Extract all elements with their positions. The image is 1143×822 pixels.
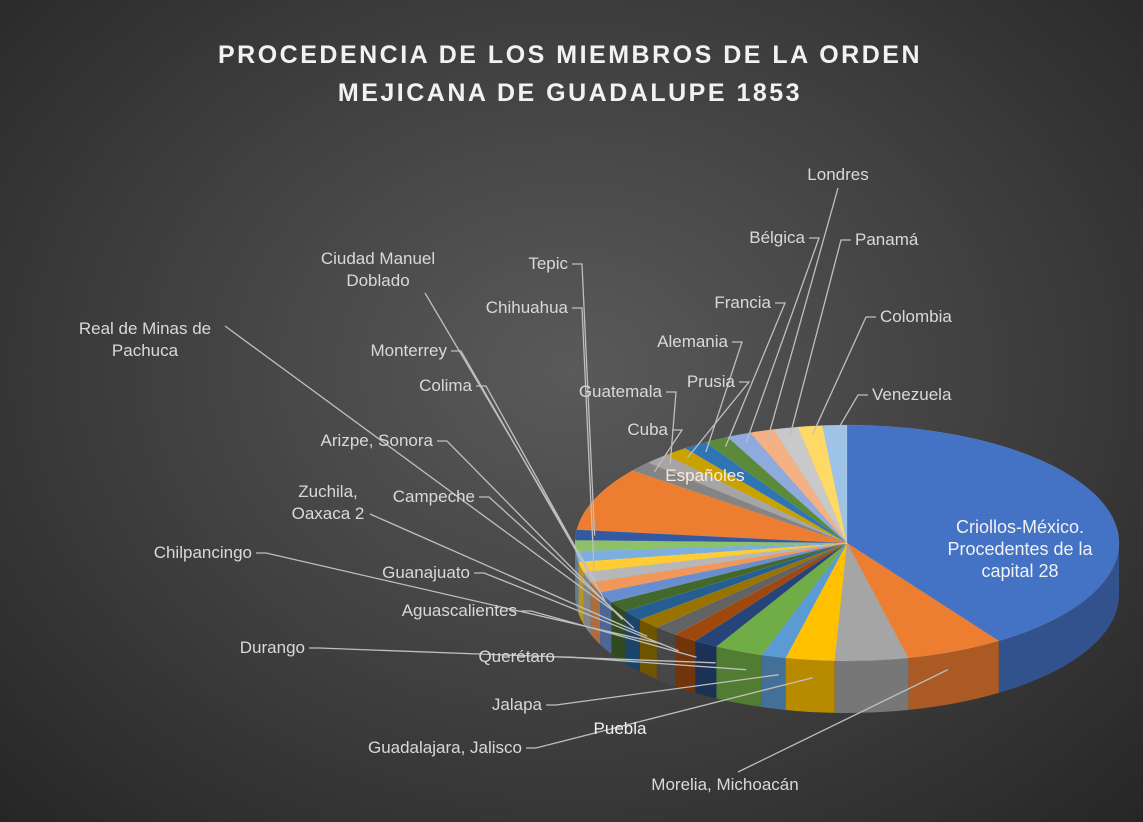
slice-side: [998, 543, 1119, 693]
slice: [684, 441, 848, 544]
leader-line: [572, 263, 596, 536]
leader-line: [437, 440, 623, 620]
leader-line: [745, 237, 820, 443]
chart-title: PROCEDENCIA DE LOS MIEMBROS DE LA ORDEN …: [217, 41, 923, 107]
slice: [624, 542, 848, 620]
data-label: Españoles: [665, 466, 745, 485]
slice: [574, 529, 848, 544]
slice-side: [695, 640, 717, 699]
data-label: Criollos-México. Procedentes de la capit…: [947, 517, 1093, 581]
slice: [715, 542, 848, 656]
slice-side: [656, 627, 676, 687]
leader-line: [224, 325, 614, 611]
data-label: Cuba: [627, 420, 668, 439]
slice-side: [716, 646, 762, 708]
slice-side: [624, 611, 640, 672]
slice: [694, 542, 848, 647]
leader-line: [834, 394, 868, 434]
slice: [785, 542, 848, 662]
data-label: Venezuela: [872, 385, 952, 404]
data-label: Puebla: [593, 719, 647, 738]
slice: [578, 542, 848, 573]
slice-side: [834, 658, 909, 713]
data-label: Arizpe, Sonora: [320, 431, 433, 450]
data-label: Alemania: [657, 332, 728, 351]
slice-side: [785, 658, 835, 713]
data-label: Guadalajara, Jalisco: [367, 738, 522, 757]
slice: [674, 542, 848, 642]
data-label: Tepic: [528, 254, 568, 273]
data-label: Francia: [714, 293, 771, 312]
leader-line: [686, 381, 751, 459]
leader-line: [572, 307, 595, 572]
data-label: Londres: [807, 165, 869, 184]
slice: [583, 542, 848, 583]
data-label: Campeche: [392, 487, 475, 506]
data-label: Jalapa: [491, 695, 542, 714]
leader-line: [479, 496, 635, 629]
data-label: Prusia: [686, 372, 735, 391]
data-label: Colombia: [880, 307, 952, 326]
slice: [834, 542, 909, 662]
data-label: Guanajuato: [382, 563, 470, 582]
leader-line: [812, 316, 876, 435]
leader-line: [737, 669, 949, 773]
leader-line: [424, 292, 597, 582]
slice-side: [578, 561, 584, 625]
data-label: Real de Minas de Pachuca: [78, 319, 212, 360]
leader-line: [309, 647, 716, 664]
slice: [639, 542, 848, 628]
leader-line: [666, 391, 677, 465]
data-label: Chilpancingo: [153, 543, 252, 562]
data-label: Zuchila, Oaxaca 2: [291, 482, 365, 523]
leader-line: [521, 610, 697, 658]
slice: [846, 542, 1000, 659]
slice-side: [675, 634, 696, 693]
slice-side: [908, 640, 999, 710]
data-label: Monterrey: [370, 341, 447, 360]
data-label: Colima: [419, 376, 472, 395]
leader-line: [451, 350, 600, 592]
slice: [797, 425, 848, 544]
leader-line: [653, 429, 684, 473]
slice-side: [761, 655, 786, 710]
slice: [821, 424, 848, 544]
slice-side: [574, 543, 576, 604]
leader-line: [256, 552, 663, 645]
leader-line: [767, 187, 839, 439]
data-label: Querétaro: [478, 647, 555, 666]
slice: [773, 426, 848, 544]
slice: [705, 436, 848, 544]
slice: [631, 462, 848, 544]
slice: [576, 470, 848, 544]
leader-line: [369, 513, 648, 637]
slice: [656, 542, 848, 635]
leader-line: [705, 341, 743, 453]
data-label: Guatemala: [578, 382, 662, 401]
data-label: Aguascalientes: [401, 601, 517, 620]
slice-side: [639, 619, 657, 680]
data-label: Morelia, Michoacán: [651, 775, 799, 794]
slice: [761, 542, 848, 659]
data-label: Durango: [239, 638, 305, 657]
slice-side: [575, 551, 579, 614]
leader-line: [546, 674, 779, 706]
data-label: Ciudad Manuel Doblado: [320, 249, 436, 290]
leader-line: [474, 572, 679, 652]
leader-line: [724, 302, 786, 447]
data-label: Bélgica: [749, 228, 805, 247]
data-label: Panamá: [855, 230, 919, 249]
data-label: Chihuahua: [485, 298, 568, 317]
leader-line: [526, 677, 813, 749]
slice: [846, 424, 1120, 642]
slice: [610, 542, 848, 612]
leader-line: [789, 239, 851, 437]
